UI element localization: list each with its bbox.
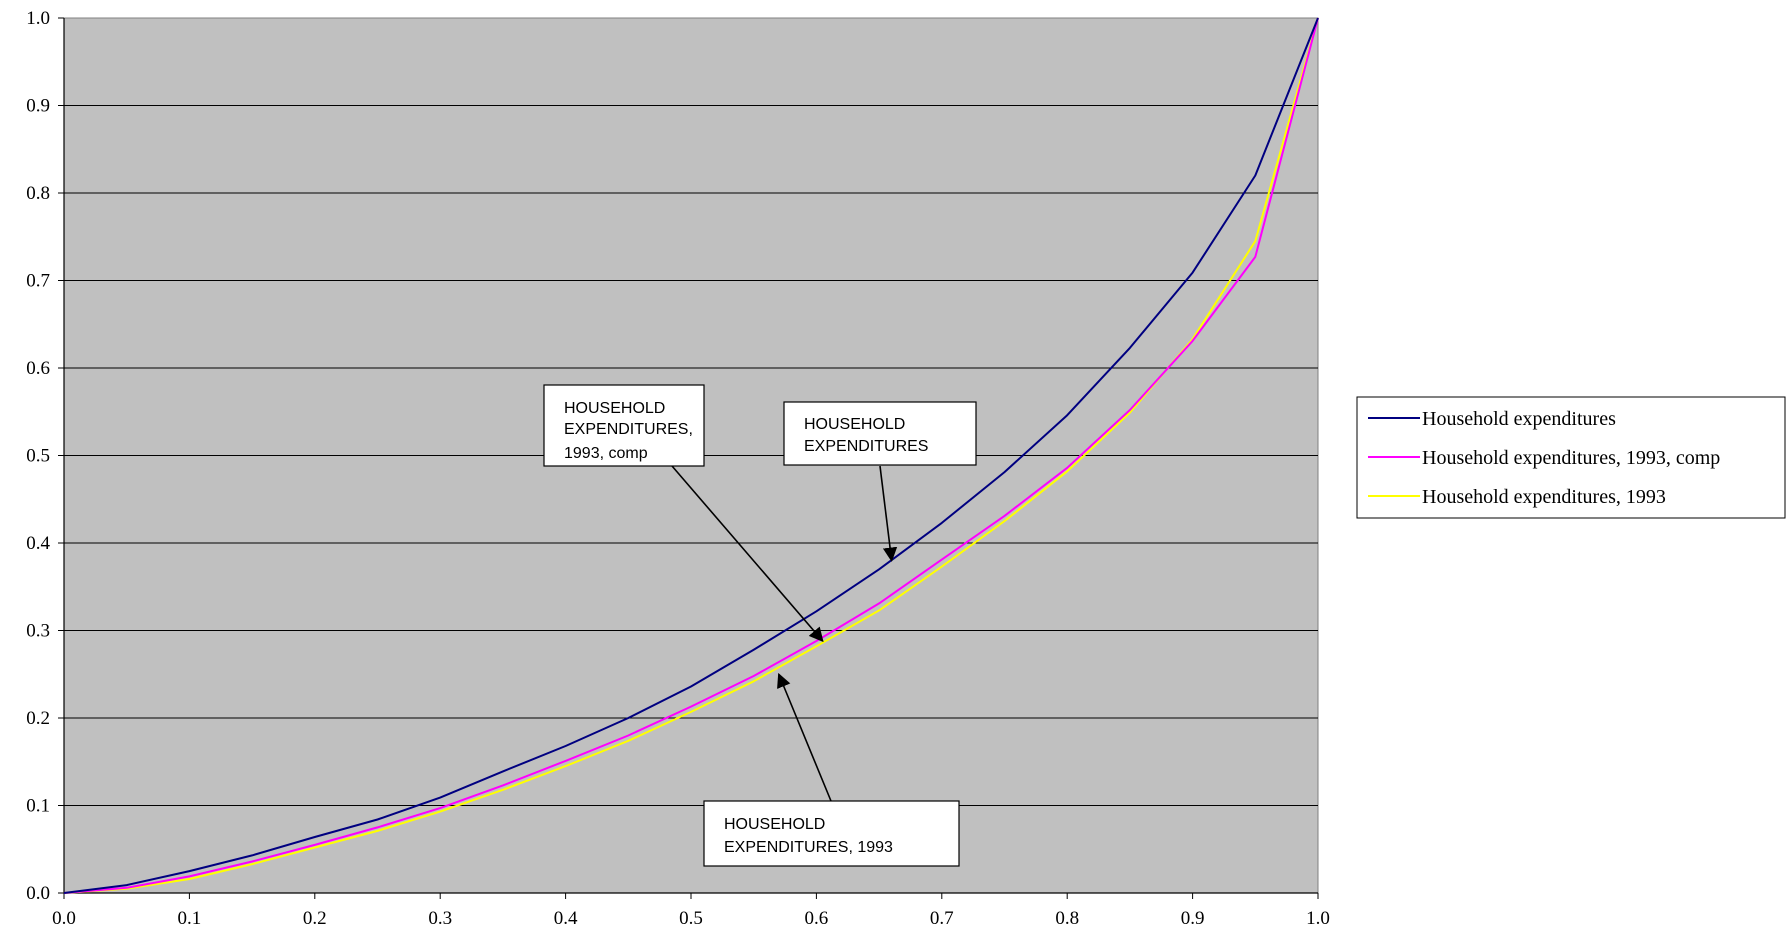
- x-axis-tick-labels: 0.0 0.1 0.2 0.3 0.4 0.5 0.6 0.7 0.8 0.9 1.0: [52, 893, 1330, 929]
- y-tick-label: 0.5: [26, 446, 50, 467]
- x-tick-label: 0.6: [805, 908, 829, 929]
- legend-label: Household expenditures, 1993: [1422, 486, 1666, 508]
- y-axis-tick-labels: 0.0 0.1 0.2 0.3 0.4 0.5 0.6 0.7 0.8 0.9 1.0: [26, 8, 64, 904]
- y-tick-label: 0.2: [26, 708, 50, 729]
- x-tick-label: 0.9: [1181, 908, 1205, 929]
- annotation-line: HOUSEHOLD: [724, 816, 825, 833]
- annotation-household-expenditures: HOUSEHOLD EXPENDITURES: [783, 401, 977, 562]
- annotation-1993-comp: HOUSEHOLD EXPENDITURES, 1993, comp: [543, 384, 824, 643]
- annotation-line: 1993, comp: [564, 445, 648, 462]
- x-tick-label: 0.3: [428, 908, 452, 929]
- x-tick-label: 0.8: [1055, 908, 1079, 929]
- legend-label: Household expenditures, 1993, comp: [1422, 447, 1720, 469]
- series-line: [63, 17, 1319, 894]
- y-tick-label: 0.7: [26, 271, 50, 292]
- gridlines: [64, 105, 1318, 806]
- legend-box: [1356, 396, 1786, 519]
- x-tick-label: 0.0: [52, 908, 76, 929]
- annotation-box: [543, 384, 705, 467]
- y-tick-label: 0.3: [26, 621, 50, 642]
- annotation-1993: HOUSEHOLD EXPENDITURES, 1993: [703, 672, 960, 867]
- x-tick-label: 0.4: [554, 908, 578, 929]
- annotation-box: [703, 800, 960, 867]
- series-lines: [63, 17, 1319, 894]
- legend-label: Household expenditures: [1422, 408, 1616, 430]
- annotation-line: EXPENDITURES,: [564, 421, 693, 438]
- annotation-line: EXPENDITURES, 1993: [724, 839, 893, 856]
- annotation-arrow: [671, 465, 824, 643]
- x-tick-label: 0.5: [679, 908, 703, 929]
- x-tick-label: 0.2: [303, 908, 327, 929]
- y-tick-label: 0.1: [26, 796, 50, 817]
- annotation-line: HOUSEHOLD: [564, 400, 665, 417]
- y-tick-label: 0.9: [26, 96, 50, 117]
- y-tick-label: 0.0: [26, 883, 50, 904]
- y-tick-label: 0.6: [26, 358, 50, 379]
- y-tick-label: 1.0: [26, 8, 50, 29]
- series-line: [63, 17, 1319, 894]
- annotation-box: [783, 401, 977, 466]
- annotation-arrow: [879, 465, 898, 562]
- x-tick-label: 1.0: [1306, 908, 1330, 929]
- annotation-arrow: [777, 672, 832, 802]
- x-tick-label: 0.1: [178, 908, 202, 929]
- series-line: [63, 17, 1319, 894]
- x-tick-label: 0.7: [930, 908, 954, 929]
- y-tick-label: 0.4: [26, 533, 50, 554]
- annotation-line: HOUSEHOLD: [804, 416, 905, 433]
- y-tick-label: 0.8: [26, 183, 50, 204]
- annotation-line: EXPENDITURES: [804, 438, 928, 455]
- legend: Household expenditures Household expendi…: [1356, 396, 1786, 519]
